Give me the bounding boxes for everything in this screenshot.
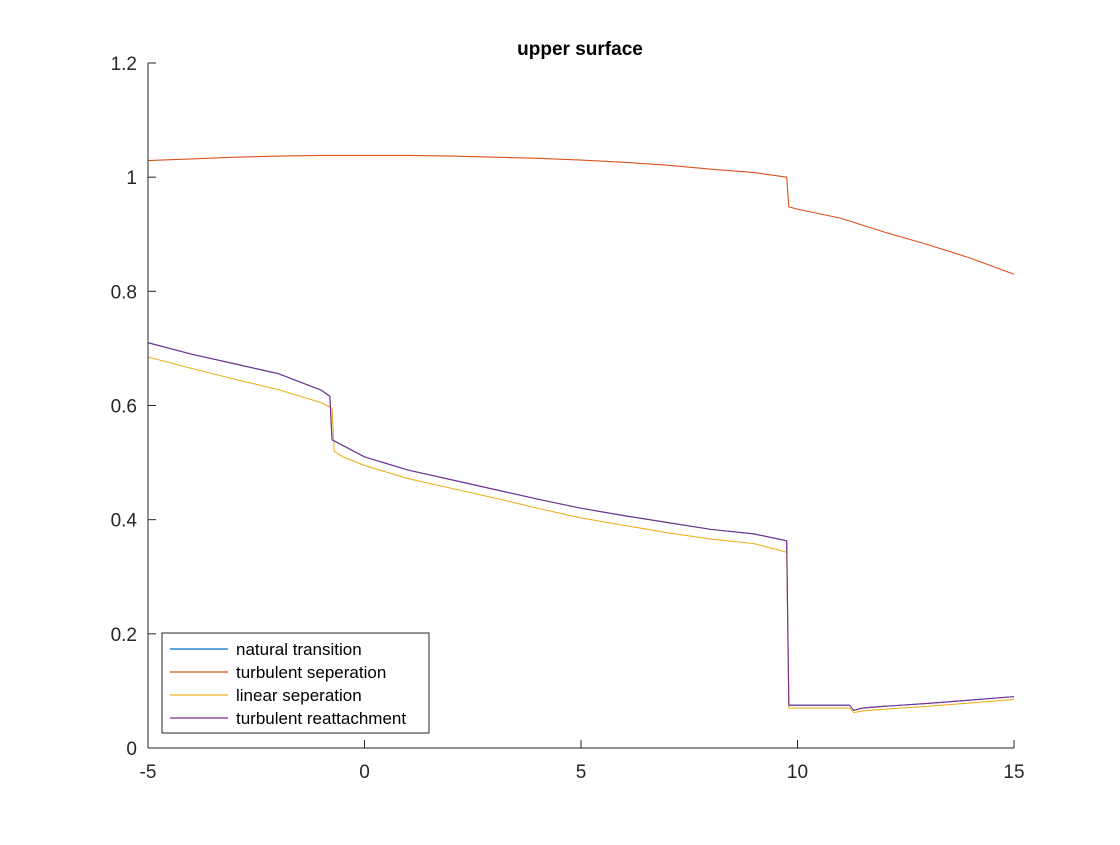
x-ticks: -5 0 5 10 15	[140, 740, 1025, 783]
chart-title: upper surface	[517, 39, 643, 60]
y-tick-label: 0.8	[111, 282, 137, 303]
y-tick-label: 1.2	[111, 54, 137, 75]
x-tick-label: -5	[140, 762, 157, 783]
y-tick-label: 0.6	[111, 397, 137, 418]
legend-label: linear seperation	[236, 686, 362, 705]
series-line-turbulent-reattachment	[147, 342, 1015, 711]
legend-items: natural transition turbulent seperation li…	[170, 640, 406, 728]
x-tick-label: 5	[576, 762, 587, 783]
legend-box	[161, 632, 430, 734]
legend: natural transition turbulent seperation li…	[161, 632, 430, 734]
legend-label: turbulent reattachment	[236, 709, 406, 728]
axes: -5 0 5 10 15 00.20.40.60.811.2	[111, 54, 1025, 783]
x-tick-label: 15	[1003, 762, 1024, 783]
x-tick-label: 10	[787, 762, 808, 783]
series-line-linear-seperation	[147, 356, 1015, 714]
legend-label: natural transition	[236, 640, 362, 659]
legend-label: turbulent seperation	[236, 663, 386, 682]
series-layer	[147, 154, 1015, 714]
y-tick-label: 1	[126, 168, 137, 189]
y-ticks: 0 0.2 0.4 0.6 0.8 1 1.2	[111, 54, 156, 760]
y-tick-label: 0.4	[111, 511, 138, 532]
y-tick-label: 0	[126, 739, 137, 760]
series-line-turbulent-seperation	[147, 154, 1015, 275]
y-tick-label: 0.2	[111, 625, 137, 646]
x-tick-label: 0	[359, 762, 370, 783]
